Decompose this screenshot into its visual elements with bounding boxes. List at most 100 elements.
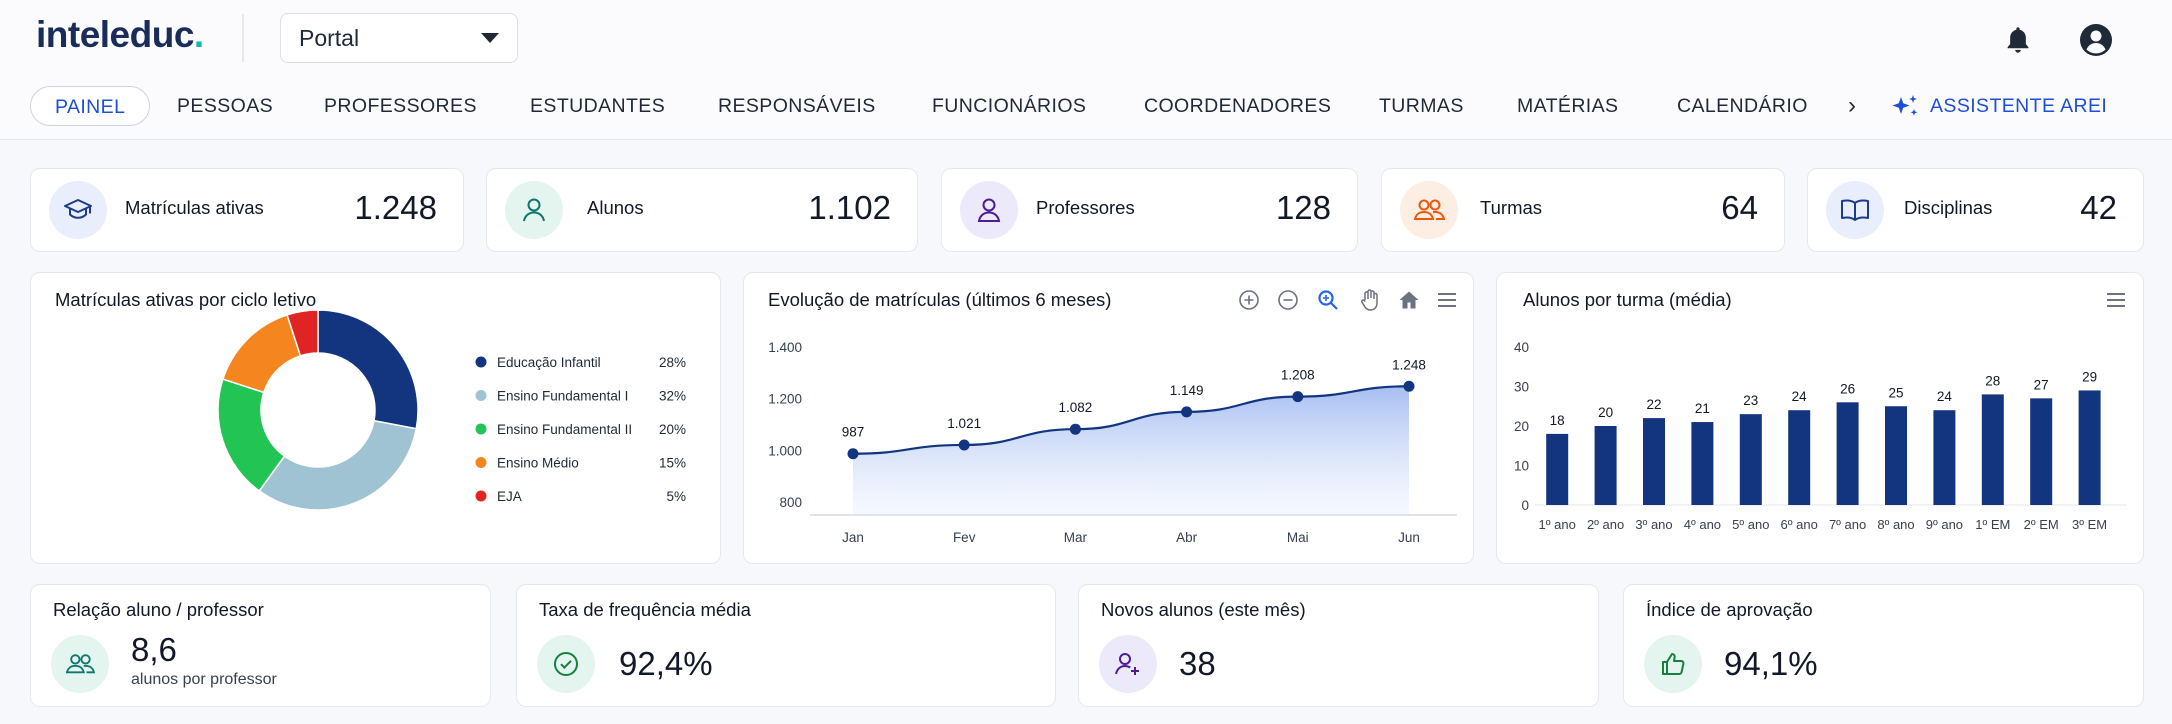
kpi-card-new-students[interactable]: Novos alunos (este mês) 38 xyxy=(1078,584,1599,707)
graduation-cap-icon xyxy=(49,181,107,239)
nav-responsaveis[interactable]: RESPONSÁVEIS xyxy=(718,95,876,117)
home-icon[interactable] xyxy=(1396,287,1422,313)
menu-icon[interactable] xyxy=(1434,287,1460,313)
nav-coordenadores[interactable]: COORDENADORES xyxy=(1144,95,1332,117)
data-point xyxy=(1181,406,1193,418)
line-title: Evolução de matrículas (últimos 6 meses) xyxy=(768,289,1112,310)
stat-card-alunos[interactable]: Alunos 1.102 xyxy=(486,168,918,252)
stat-card-matriculas[interactable]: Matrículas ativas 1.248 xyxy=(30,168,464,252)
kpi-value: 8,6 xyxy=(131,631,177,668)
chevron-down-icon xyxy=(481,33,499,43)
bar xyxy=(1594,426,1617,505)
bar xyxy=(2030,398,2053,505)
x-tick-label: Mai xyxy=(1287,530,1309,545)
stat-label: Professores xyxy=(1036,197,1135,218)
x-tick-label: 6º ano xyxy=(1781,517,1818,532)
bar xyxy=(2078,390,2101,505)
sparkles-icon xyxy=(1892,95,1918,116)
y-tick-label: 10 xyxy=(1514,459,1529,474)
chevron-right-icon[interactable]: › xyxy=(1848,92,1856,119)
nav-professores[interactable]: PROFESSORES xyxy=(324,95,477,117)
bar-value-label: 25 xyxy=(1888,385,1903,400)
nav-painel[interactable]: PAINEL xyxy=(30,86,151,126)
stat-label: Matrículas ativas xyxy=(125,197,264,218)
x-tick-label: 1º ano xyxy=(1539,517,1576,532)
user-circle-icon[interactable] xyxy=(2076,20,2116,60)
check-circle-icon xyxy=(537,635,595,693)
legend-marker xyxy=(475,390,487,401)
donut-slice xyxy=(258,419,418,511)
donut-title: Matrículas ativas por ciclo letivo xyxy=(55,289,317,310)
stat-value: 1.102 xyxy=(808,189,891,226)
kpi-card-ratio[interactable]: Relação aluno / professor 8,6 alunos por… xyxy=(30,584,491,707)
pan-hand-icon[interactable] xyxy=(1357,287,1383,313)
data-point xyxy=(958,439,970,451)
nav-estudantes[interactable]: ESTUDANTES xyxy=(530,95,666,117)
bar-value-label: 29 xyxy=(2082,369,2097,384)
users-icon xyxy=(51,635,109,693)
kpi-value: 92,4% xyxy=(619,645,713,682)
y-tick-label: 1.000 xyxy=(768,443,802,458)
nav-funcionarios[interactable]: FUNCIONÁRIOS xyxy=(932,95,1087,117)
donut-chart: Educação Infantil 28% Ensino Fundamental I… xyxy=(217,309,686,511)
x-tick-label: Jun xyxy=(1398,530,1420,545)
zoom-out-icon[interactable] xyxy=(1275,287,1301,313)
legend-label: Ensino Médio xyxy=(497,456,579,471)
zoom-in-icon[interactable] xyxy=(1236,287,1262,313)
stat-label: Disciplinas xyxy=(1904,197,1993,218)
bar xyxy=(1933,410,1956,505)
bar-value-label: 22 xyxy=(1646,397,1661,412)
x-tick-label: Fev xyxy=(953,530,976,545)
legend-value: 5% xyxy=(666,489,686,504)
x-tick-label: 1º EM xyxy=(1975,517,2010,532)
legend-marker xyxy=(475,490,487,502)
stat-card-professores[interactable]: Professores 128 xyxy=(941,168,1358,252)
bar-value-label: 18 xyxy=(1550,413,1565,428)
portal-select[interactable]: Portal xyxy=(280,13,518,63)
stat-value: 42 xyxy=(2080,189,2117,226)
kpi-card-frequency[interactable]: Taxa de frequência média 92,4% xyxy=(516,584,1056,707)
donut-panel: Matrículas ativas por ciclo letivo Educa… xyxy=(30,272,721,564)
kpi-title: Novos alunos (este mês) xyxy=(1101,599,1306,620)
legend-label: EJA xyxy=(497,489,522,504)
menu-icon[interactable] xyxy=(2103,287,2129,313)
bar-value-label: 21 xyxy=(1695,401,1710,416)
bar-value-label: 28 xyxy=(1985,373,2000,388)
magnifier-icon[interactable] xyxy=(1315,287,1341,313)
bar-value-label: 26 xyxy=(1840,381,1855,396)
top-header: inteleduc. Portal PAINEL PESSOAS PROFESS… xyxy=(0,0,2172,140)
stat-card-turmas[interactable]: Turmas 64 xyxy=(1381,168,1785,252)
legend-value: 20% xyxy=(659,422,686,437)
assistant-button[interactable]: ASSISTENTE AREI xyxy=(1888,86,2107,126)
bell-icon[interactable] xyxy=(1998,20,2038,60)
x-tick-label: 3º EM xyxy=(2072,517,2107,532)
bar-value-label: 23 xyxy=(1743,393,1758,408)
stat-card-disciplinas[interactable]: Disciplinas 42 xyxy=(1807,168,2144,252)
nav-pessoas[interactable]: PESSOAS xyxy=(177,95,274,117)
donut-slice xyxy=(317,309,419,430)
legend-label: Ensino Fundamental II xyxy=(497,422,632,437)
kpi-subtitle: alunos por professor xyxy=(131,671,277,688)
x-tick-label: 8º ano xyxy=(1877,517,1914,532)
bar-panel: Alunos por turma (média) 0 10 20 30 40 18 1º a… xyxy=(1496,272,2144,564)
data-label: 1.082 xyxy=(1059,400,1093,415)
nav-turmas[interactable]: TURMAS xyxy=(1379,95,1464,117)
nav-calendario[interactable]: CALENDÁRIO xyxy=(1677,95,1808,117)
data-label: 1.021 xyxy=(947,416,981,431)
user-icon xyxy=(505,181,563,239)
x-tick-label: 5º ano xyxy=(1732,517,1769,532)
kpi-card-approval[interactable]: Índice de aprovação 94,1% xyxy=(1623,584,2144,707)
nav-materias[interactable]: MATÉRIAS xyxy=(1517,95,1619,117)
bar xyxy=(1546,433,1569,505)
bar-value-label: 24 xyxy=(1937,389,1953,404)
y-tick-label: 800 xyxy=(779,495,802,510)
x-tick-label: 2º EM xyxy=(2024,517,2059,532)
bar xyxy=(1739,414,1762,505)
legend-marker xyxy=(475,423,487,435)
app-logo[interactable]: inteleduc. xyxy=(36,14,204,55)
y-tick-label: 1.400 xyxy=(768,340,802,355)
donut-slice xyxy=(286,309,319,357)
data-label: 1.208 xyxy=(1281,368,1315,383)
bar xyxy=(1836,402,1859,505)
y-tick-label: 20 xyxy=(1514,419,1529,434)
